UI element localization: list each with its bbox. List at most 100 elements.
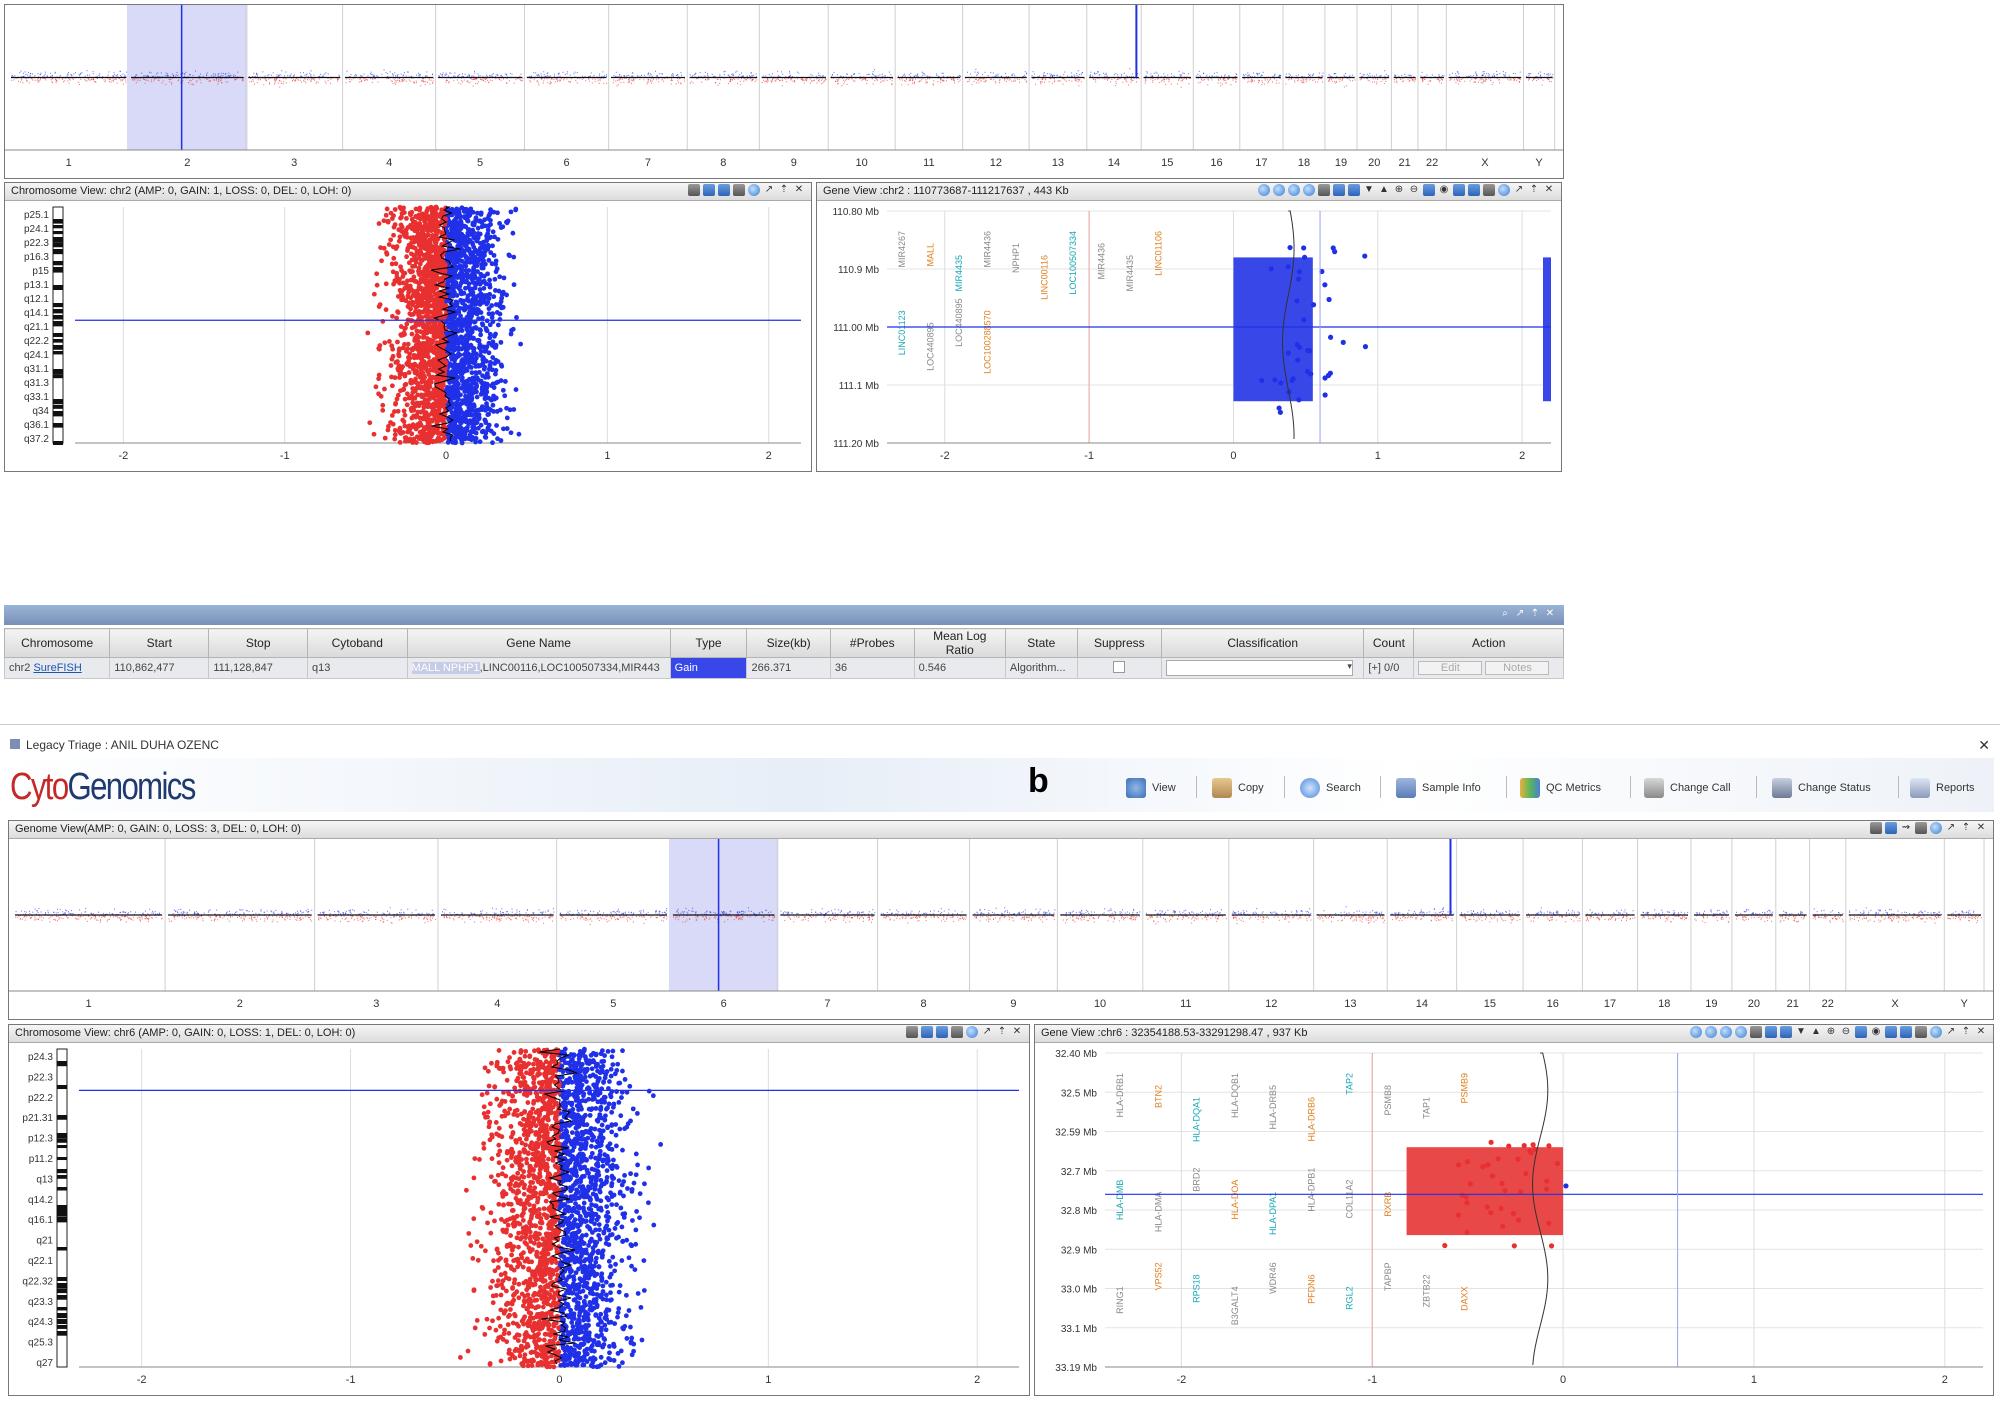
camera-icon[interactable] — [1915, 822, 1927, 834]
surefish-link[interactable]: SureFISH — [33, 662, 82, 674]
export-icon[interactable] — [936, 1026, 948, 1038]
globe-icon[interactable] — [748, 184, 760, 196]
grid-icon[interactable] — [1855, 1026, 1867, 1038]
chromosome-plot-b[interactable]: p24.3 p22.3 p22.2 p21.31 p12.3 p11.2 q13 q14.2 q… — [9, 1043, 1029, 1395]
scale-icon[interactable]: ⇝ — [1901, 822, 1911, 833]
col-classification[interactable]: Classification — [1160, 628, 1365, 658]
pin-icon[interactable]: ⇡ — [1530, 608, 1540, 619]
close-icon[interactable]: ✕ — [1012, 1026, 1022, 1037]
layout-icon[interactable] — [1870, 822, 1882, 834]
restore-icon[interactable]: ↗ — [764, 184, 774, 195]
pin-icon[interactable]: ⇡ — [997, 1026, 1007, 1037]
chromosome-plot-a[interactable]: p25.1 p24.1 p22.3 p16.3 p15 p13.1 q12.1 q14.1 q2… — [5, 201, 811, 471]
refresh-icon[interactable] — [1288, 184, 1300, 196]
home-icon[interactable] — [1735, 1026, 1747, 1038]
restore-icon[interactable]: ↗ — [982, 1026, 992, 1037]
restore-icon[interactable]: ↗ — [1946, 822, 1956, 833]
camera-icon[interactable] — [951, 1026, 963, 1038]
eye-icon[interactable]: ◉ — [1439, 184, 1449, 195]
reports-button[interactable]: Reports — [1910, 778, 1975, 798]
copy-button[interactable]: Copy — [1212, 778, 1264, 798]
col-chromosome[interactable]: Chromosome — [3, 628, 111, 658]
col-type[interactable]: Type — [669, 628, 748, 658]
close-icon[interactable]: ✕ — [1545, 608, 1555, 619]
restore-icon[interactable]: ↗ — [1515, 608, 1525, 619]
zoom-icon[interactable] — [921, 1026, 933, 1038]
filter-icon[interactable] — [1780, 1026, 1792, 1038]
col-gene-name[interactable]: Gene Name — [406, 628, 671, 658]
back-icon[interactable] — [1258, 184, 1270, 196]
globe-icon[interactable] — [1930, 1026, 1942, 1038]
back-icon[interactable] — [1690, 1026, 1702, 1038]
pin-icon[interactable]: ⇡ — [779, 184, 789, 195]
pin-icon[interactable]: ⇡ — [1961, 1026, 1971, 1037]
gene-plot-b[interactable]: 32.40 Mb 32.5 Mb 32.59 Mb 32.7 Mb 32.8 Mb 32.… — [1035, 1043, 1993, 1395]
camera-icon[interactable] — [1915, 1026, 1927, 1038]
close-icon[interactable]: ✕ — [1976, 822, 1986, 833]
zoom-out-icon[interactable]: ⊖ — [1409, 184, 1419, 195]
eye-icon[interactable]: ◉ — [1871, 1026, 1881, 1037]
gene-plot-a[interactable]: 110.80 Mb 110.9 Mb 111.00 Mb 111.1 Mb 111.20… — [817, 201, 1561, 471]
zoom-in-icon[interactable]: ⊕ — [1826, 1026, 1836, 1037]
col-cytoband[interactable]: Cytoband — [307, 628, 408, 658]
grid-icon[interactable] — [1423, 184, 1435, 196]
zoom-in-icon[interactable]: ⊕ — [1394, 184, 1404, 195]
col-count[interactable]: Count — [1363, 628, 1415, 658]
col-suppress[interactable]: Suppress — [1076, 628, 1162, 658]
col-action[interactable]: Action — [1413, 628, 1564, 658]
qc-metrics-button[interactable]: QC Metrics — [1520, 778, 1601, 798]
col-stop[interactable]: Stop — [208, 628, 308, 658]
triangle-down-icon[interactable]: ▼ — [1796, 1026, 1806, 1037]
zoom-out-icon[interactable]: ⊖ — [1841, 1026, 1851, 1037]
restore-icon[interactable]: ↗ — [1514, 184, 1524, 195]
col-state[interactable]: State — [1004, 628, 1078, 658]
filter-icon[interactable] — [1348, 184, 1360, 196]
suppress-checkbox[interactable] — [1113, 660, 1126, 673]
layout-icon[interactable] — [1318, 184, 1330, 196]
change-call-button[interactable]: Change Call — [1644, 778, 1731, 798]
notes-button[interactable]: Notes — [1485, 661, 1550, 675]
forward-icon[interactable] — [1273, 184, 1285, 196]
track-icon[interactable] — [1333, 184, 1345, 196]
triangle-down-icon[interactable]: ▼ — [1364, 184, 1374, 195]
view-button[interactable]: View — [1126, 778, 1176, 798]
col-size[interactable]: Size(kb) — [746, 628, 831, 658]
genome-plot-a[interactable]: 1 2 3 4 5 6 7 8 9 10 11 12 13 14 15 16 17 18 19 20 21 22 X Y — [5, 5, 1563, 178]
col-probes[interactable]: #Probes — [829, 628, 915, 658]
refresh-icon[interactable] — [1720, 1026, 1732, 1038]
chart-icon[interactable] — [1468, 184, 1480, 196]
chart-icon[interactable] — [1900, 1026, 1912, 1038]
globe-icon[interactable] — [1930, 822, 1942, 834]
track-icon[interactable] — [1885, 822, 1897, 834]
col-start[interactable]: Start — [109, 628, 210, 658]
export-icon[interactable] — [718, 184, 730, 196]
search-button[interactable]: Search — [1300, 778, 1361, 798]
home-icon[interactable] — [1303, 184, 1315, 196]
restore-icon[interactable]: ↗ — [1946, 1026, 1956, 1037]
table-icon[interactable] — [1453, 184, 1465, 196]
zoom-icon[interactable] — [703, 184, 715, 196]
close-icon[interactable]: ✕ — [1976, 1026, 1986, 1037]
window-close-icon[interactable]: ✕ — [1978, 737, 1990, 753]
close-icon[interactable]: ✕ — [1544, 184, 1554, 195]
layout-icon[interactable] — [1750, 1026, 1762, 1038]
genome-plot-b[interactable]: 1 2 3 4 5 6 7 8 9 10 11 12 13 14 15 16 17 18 19 20 21 22 X Y — [9, 839, 1993, 1019]
layout-icon[interactable] — [688, 184, 700, 196]
forward-icon[interactable] — [1705, 1026, 1717, 1038]
triangle-up-icon[interactable]: ▲ — [1811, 1026, 1821, 1037]
camera-icon[interactable] — [1483, 184, 1495, 196]
track-icon[interactable] — [1765, 1026, 1777, 1038]
camera-icon[interactable] — [733, 184, 745, 196]
globe-icon[interactable] — [966, 1026, 978, 1038]
search-icon[interactable]: ⌕ — [1502, 608, 1508, 619]
col-mean-log-ratio[interactable]: Mean Log Ratio — [913, 628, 1006, 658]
pin-icon[interactable]: ⇡ — [1961, 822, 1971, 833]
globe-icon[interactable] — [1498, 184, 1510, 196]
pin-icon[interactable]: ⇡ — [1529, 184, 1539, 195]
sample-info-button[interactable]: Sample Info — [1396, 778, 1481, 798]
table-row[interactable]: chr2 SureFISH 110,862,477 111,128,847 q1… — [3, 657, 1564, 679]
classification-select[interactable]: ▾ — [1165, 660, 1353, 676]
layout-icon[interactable] — [906, 1026, 918, 1038]
edit-button[interactable]: Edit — [1418, 661, 1483, 675]
table-icon[interactable] — [1885, 1026, 1897, 1038]
